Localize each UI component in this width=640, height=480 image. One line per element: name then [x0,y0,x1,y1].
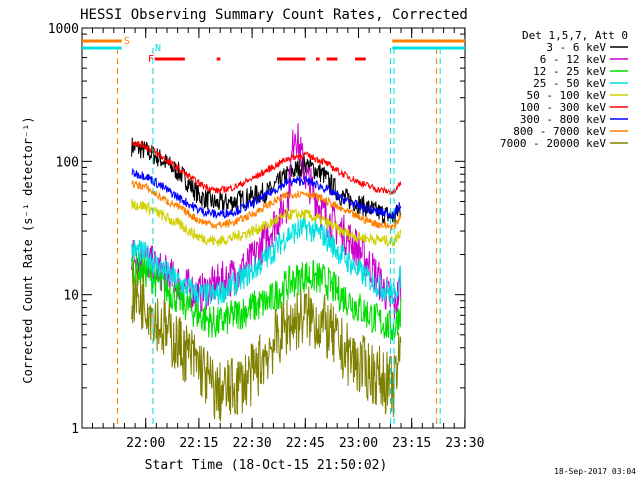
chart-title: HESSI Observing Summary Count Rates, Cor… [80,7,468,23]
flare-label: F [148,54,154,65]
legend-label: 100 - 300 keV [520,101,606,114]
legend-label: 300 - 800 keV [520,113,606,126]
x-tick-label: 23:15 [392,436,431,451]
series-line [131,140,402,196]
y-tick-label: 1000 [48,22,79,37]
saa-label: S [124,36,130,47]
legend-title: Det 1,5,7, Att 0 [522,29,628,42]
x-tick-label: 23:30 [445,436,484,451]
series-line [131,137,402,225]
legend-label: 3 - 6 keV [546,41,606,54]
y-tick-label: 10 [63,289,79,304]
legend-label: 800 - 7000 keV [513,125,606,138]
y-axis-label: Corrected Count Rate (s⁻¹ detector⁻¹) [21,116,35,383]
legend-label: 12 - 25 keV [533,65,606,78]
annotation-group: S NF [82,36,465,428]
y-axis: 1 10 100 1000 [48,22,465,437]
x-tick-label: 22:00 [126,436,165,451]
x-tick-label: 22:30 [233,436,272,451]
y-tick-label: 1 [71,422,79,437]
series-line [131,168,402,220]
x-axis-label: Start Time (18-Oct-15 21:50:02) [145,458,388,473]
x-tick-label: 23:00 [339,436,378,451]
legend-label: 6 - 12 keV [540,53,607,66]
series-group [131,123,402,422]
y-tick-label: 100 [56,155,79,170]
x-axis: 22:00 22:15 22:30 22:45 23:00 23:15 23:30 [92,28,484,451]
legend-label: 50 - 100 keV [527,89,607,102]
x-tick-label: 22:15 [179,436,218,451]
series-line [131,263,402,422]
series-line [131,198,402,247]
x-tick-label: 22:45 [286,436,325,451]
legend-label: 7000 - 20000 keV [500,137,606,150]
series-line [131,251,402,341]
series-line [131,215,402,306]
night-label: N [155,43,161,54]
legend-label: 25 - 50 keV [533,77,606,90]
timestamp: 18-Sep-2017 03:04 [554,467,636,476]
series-line [131,180,402,231]
